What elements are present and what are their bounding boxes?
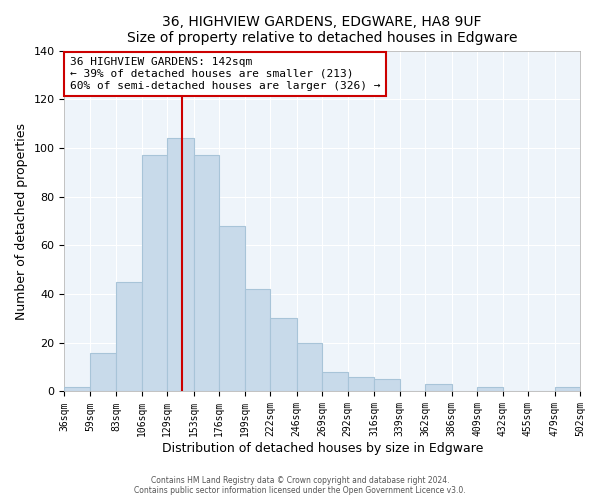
Bar bbox=[64, 386, 90, 392]
Bar bbox=[194, 156, 220, 392]
Y-axis label: Number of detached properties: Number of detached properties bbox=[15, 122, 28, 320]
Bar bbox=[245, 289, 270, 392]
Bar bbox=[297, 343, 322, 392]
Text: 36 HIGHVIEW GARDENS: 142sqm
← 39% of detached houses are smaller (213)
60% of se: 36 HIGHVIEW GARDENS: 142sqm ← 39% of det… bbox=[70, 58, 380, 90]
Bar bbox=[347, 377, 374, 392]
Text: Contains HM Land Registry data © Crown copyright and database right 2024.
Contai: Contains HM Land Registry data © Crown c… bbox=[134, 476, 466, 495]
Bar bbox=[220, 226, 245, 392]
Bar bbox=[322, 372, 347, 392]
Bar bbox=[142, 156, 167, 392]
Bar bbox=[167, 138, 194, 392]
Bar bbox=[374, 380, 400, 392]
Bar bbox=[477, 386, 503, 392]
Bar bbox=[90, 352, 116, 392]
Bar bbox=[554, 386, 580, 392]
Title: 36, HIGHVIEW GARDENS, EDGWARE, HA8 9UF
Size of property relative to detached hou: 36, HIGHVIEW GARDENS, EDGWARE, HA8 9UF S… bbox=[127, 15, 517, 45]
Bar bbox=[116, 282, 142, 392]
Bar bbox=[425, 384, 452, 392]
X-axis label: Distribution of detached houses by size in Edgware: Distribution of detached houses by size … bbox=[161, 442, 483, 455]
Bar bbox=[270, 318, 297, 392]
